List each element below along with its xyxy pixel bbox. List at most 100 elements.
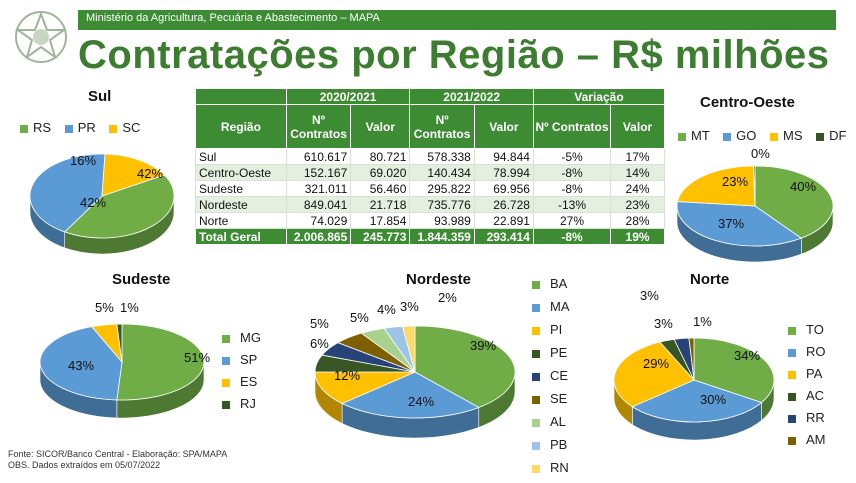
data-label: 30% <box>700 392 726 407</box>
col-header: Valor <box>610 104 665 149</box>
contracts-table: 2020/2021 2021/2022 Variação Região Nº C… <box>195 88 666 245</box>
table-cell: 19% <box>610 228 665 245</box>
chart-title-nordeste: Nordeste <box>406 271 472 288</box>
legend-item: SE <box>532 391 570 414</box>
legend-item: ES <box>222 374 261 396</box>
table-cell: 14% <box>610 164 665 181</box>
data-label: 40% <box>790 179 816 194</box>
data-label: 43% <box>68 358 94 373</box>
table-cell: 610.617 <box>285 148 352 165</box>
legend-item: BA <box>532 276 570 299</box>
data-label: 12% <box>334 368 360 383</box>
legend-swatch <box>788 348 796 357</box>
legend-sul: RS PR SC <box>10 120 140 135</box>
legend-item: MG <box>222 330 261 352</box>
legend-label: SE <box>550 391 568 406</box>
legend-swatch <box>222 400 230 409</box>
legend-label: PE <box>550 345 568 360</box>
table-cell: -8% <box>532 164 612 181</box>
legend-label: BA <box>550 276 568 291</box>
pie-slice-side <box>613 379 633 426</box>
legend-item: RN <box>532 460 570 483</box>
table-row: Centro-Oeste 152.167 69.020 140.434 78.9… <box>195 164 665 181</box>
table-cell: 735.776 <box>409 196 475 213</box>
legend-item: PB <box>532 437 570 460</box>
pie-slice-go <box>676 201 803 247</box>
table-cell: 69.956 <box>473 180 534 197</box>
table-cell: 21.718 <box>350 196 411 213</box>
year-header: Variação <box>532 88 666 105</box>
legend-label: RR <box>806 410 825 425</box>
table-cell: 27% <box>532 212 612 229</box>
legend-label: TO <box>806 322 824 337</box>
ministry-name: Ministério da Agricultura, Pecuária e Ab… <box>86 12 380 24</box>
source-note: Fonte: SICOR/Banco Central - Elaboração:… <box>8 449 228 459</box>
table-cell: 293.414 <box>473 228 534 245</box>
legend-swatch <box>109 124 118 133</box>
data-label: 1% <box>693 314 712 329</box>
legend-swatch <box>532 349 540 358</box>
legend-norte: TO RO PA AC RR AM <box>788 322 826 454</box>
pie-slice-rj <box>116 323 123 363</box>
table-cell: -13% <box>532 196 612 213</box>
page-title: Contratações por Região – R$ milhões <box>78 33 830 77</box>
legend-label: SP <box>240 352 258 367</box>
legend-item: RR <box>788 410 826 432</box>
legend-swatch <box>532 280 540 289</box>
legend-swatch <box>64 124 73 133</box>
legend-label: AL <box>550 414 566 429</box>
pie-slice-side <box>29 195 66 249</box>
pie-slice-am <box>688 337 695 381</box>
legend-swatch <box>788 392 796 401</box>
pie-slice-ma <box>341 371 480 419</box>
table-cell: 94.844 <box>473 148 534 165</box>
pie-slice-pi <box>314 371 416 404</box>
table-cell: 69.020 <box>350 164 411 181</box>
header-bar <box>78 10 836 30</box>
table-cell: -8% <box>532 180 612 197</box>
legend-swatch <box>816 132 825 141</box>
legend-swatch <box>788 436 796 445</box>
pie-slice-rn <box>401 325 416 373</box>
obs-note: OBS. Dados extraídos em 05/07/2022 <box>8 460 161 470</box>
pie-slice-pa <box>613 341 695 408</box>
table-cell: 22.891 <box>473 212 534 229</box>
table-corner <box>195 88 287 105</box>
data-label: 5% <box>310 316 329 331</box>
legend-item: AL <box>532 414 570 437</box>
table-cell: Norte <box>195 212 287 229</box>
pie-slice-al <box>360 327 416 373</box>
table-cell: 578.338 <box>409 148 475 165</box>
legend-swatch <box>532 395 540 404</box>
pie-slice-side <box>314 371 343 424</box>
legend-item: PE <box>532 345 570 368</box>
pie-slice-side <box>478 371 516 428</box>
table-cell: -5% <box>532 148 612 165</box>
data-label: 29% <box>643 356 669 371</box>
table-cell: 24% <box>610 180 665 197</box>
data-label: 42% <box>137 166 163 181</box>
legend-item: AC <box>788 388 826 410</box>
table-cell: Sul <box>195 148 287 165</box>
legend-swatch <box>788 414 796 423</box>
pie-slice-se <box>337 332 416 373</box>
pie-slice-ro <box>631 379 763 423</box>
table-cell: Nordeste <box>195 196 287 213</box>
col-header: Região <box>195 104 287 149</box>
legend-swatch <box>770 132 779 141</box>
table-cell: 28% <box>610 212 665 229</box>
legend-swatch <box>788 370 796 379</box>
legend-label: AC <box>806 388 825 403</box>
chart-title-sul: Sul <box>88 88 112 105</box>
legend-label: ES <box>240 374 258 389</box>
table-cell: 78.994 <box>473 164 534 181</box>
pie-slice-pb <box>383 325 416 373</box>
table-row: Sul 610.617 80.721 578.338 94.844 -5% 17… <box>195 148 665 165</box>
pie-slice-df <box>753 165 756 207</box>
data-label: 3% <box>640 288 659 303</box>
data-label: 6% <box>310 336 329 351</box>
legend-swatch <box>678 132 686 141</box>
pie-slice-mg <box>116 323 205 401</box>
table-cell: 80.721 <box>350 148 411 165</box>
data-label: 51% <box>184 350 210 365</box>
